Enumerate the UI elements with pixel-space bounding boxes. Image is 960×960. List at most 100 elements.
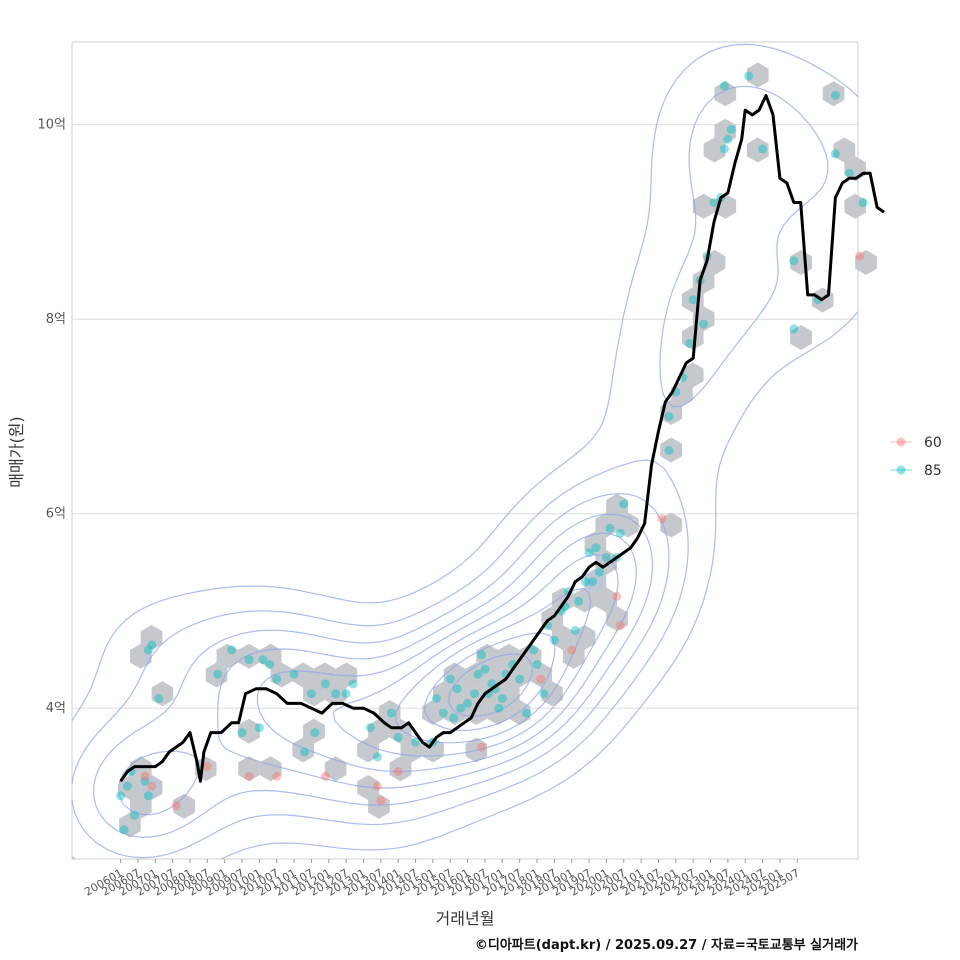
- legend-label-60: 60: [924, 435, 942, 451]
- point-85: [306, 689, 316, 699]
- point-85: [688, 295, 698, 305]
- point-85: [477, 650, 486, 660]
- point-85: [480, 664, 490, 674]
- hexbin-cell: [487, 700, 509, 725]
- point-85: [539, 689, 549, 699]
- hexbin-cell: [335, 662, 358, 688]
- hexbin-cell: [443, 662, 466, 688]
- hexbin-cell: [140, 775, 163, 800]
- point-85: [140, 776, 150, 786]
- point-85: [272, 674, 282, 684]
- hexbin-cell: [368, 793, 390, 819]
- point-85: [254, 723, 264, 733]
- point-85: [116, 791, 126, 801]
- point-85: [723, 134, 733, 144]
- point-85: [719, 144, 729, 154]
- point-60: [376, 796, 386, 806]
- point-85: [331, 689, 341, 699]
- point-85: [470, 689, 479, 699]
- point-85: [143, 645, 153, 655]
- point-60: [140, 771, 150, 781]
- legend-key-85: [896, 465, 906, 475]
- point-85: [411, 737, 420, 747]
- point-85: [393, 732, 403, 742]
- point-85: [588, 577, 597, 587]
- point-85: [685, 339, 695, 348]
- point-60: [855, 251, 865, 261]
- density-contour: [71, 43, 859, 860]
- point-85: [601, 553, 611, 562]
- hexbin-cell: [129, 643, 152, 669]
- hexbin-cell: [562, 643, 585, 669]
- point-85: [789, 256, 799, 266]
- point-85: [289, 669, 299, 679]
- hexbin-cell: [746, 137, 769, 163]
- density-contour: [71, 85, 829, 859]
- hexbin-cell: [660, 437, 682, 463]
- density-contours: [71, 43, 859, 860]
- point-85: [532, 660, 542, 669]
- point-85: [615, 528, 625, 538]
- hexbin-cell: [238, 756, 260, 782]
- hexbin-cell: [313, 662, 336, 688]
- point-85: [789, 324, 799, 334]
- hexbin-layer: [119, 62, 877, 838]
- hexbin-cell: [119, 812, 141, 838]
- point-85: [341, 689, 351, 699]
- hexbin-cell: [844, 193, 866, 219]
- point-85: [699, 319, 709, 329]
- point-60: [320, 771, 330, 781]
- point-85: [227, 645, 237, 655]
- point-85: [123, 781, 132, 791]
- hexbin-cell: [714, 81, 737, 107]
- median-price-line: [119, 94, 885, 783]
- point-85: [549, 635, 559, 645]
- point-60: [567, 645, 577, 655]
- point-85: [584, 548, 594, 558]
- hexbin-cell: [692, 193, 715, 219]
- hexbin-cell: [617, 512, 639, 538]
- hexbin-cell: [422, 700, 444, 725]
- hexbin-cell: [595, 512, 617, 538]
- point-85: [664, 412, 674, 421]
- hexbin-cell: [584, 531, 607, 557]
- x-axis-ticks: 2006012006072007012007072008012008072009…: [82, 859, 802, 899]
- point-85: [348, 679, 358, 689]
- point-85: [310, 728, 320, 738]
- point-85: [154, 694, 164, 703]
- point-85: [581, 577, 591, 587]
- point-85: [449, 713, 459, 723]
- hexbin-cell: [573, 625, 596, 650]
- x-axis-title: 거래년월: [436, 909, 495, 928]
- legend-label-85: 85: [924, 463, 942, 479]
- point-85: [494, 703, 504, 713]
- point-85: [438, 708, 448, 718]
- point-85: [595, 567, 604, 577]
- hexbin-cell: [606, 493, 628, 519]
- legend: 60 85: [890, 435, 942, 479]
- y-tick-label: 8억: [46, 312, 66, 327]
- point-60: [477, 742, 486, 752]
- hexbin-cell: [508, 700, 531, 725]
- point-85: [237, 728, 247, 738]
- point-85: [830, 91, 840, 100]
- point-60: [657, 514, 667, 524]
- point-85: [300, 747, 309, 757]
- point-85: [372, 752, 382, 762]
- legend-key-60: [896, 437, 906, 447]
- hexbin-cell: [357, 737, 379, 763]
- hexbin-cell: [303, 718, 325, 744]
- point-85: [365, 723, 375, 733]
- point-85: [130, 810, 139, 820]
- hexbin-cell: [530, 662, 553, 688]
- density-contour: [93, 493, 670, 838]
- hexbin-cell: [129, 756, 152, 782]
- point-85: [265, 660, 275, 669]
- hexbin-cell: [303, 681, 325, 707]
- point-85: [570, 625, 580, 635]
- point-60: [615, 621, 625, 631]
- hexbin-cell: [292, 662, 314, 688]
- point-85: [858, 198, 868, 207]
- hexbin-cell: [368, 718, 390, 744]
- point-85: [456, 703, 466, 713]
